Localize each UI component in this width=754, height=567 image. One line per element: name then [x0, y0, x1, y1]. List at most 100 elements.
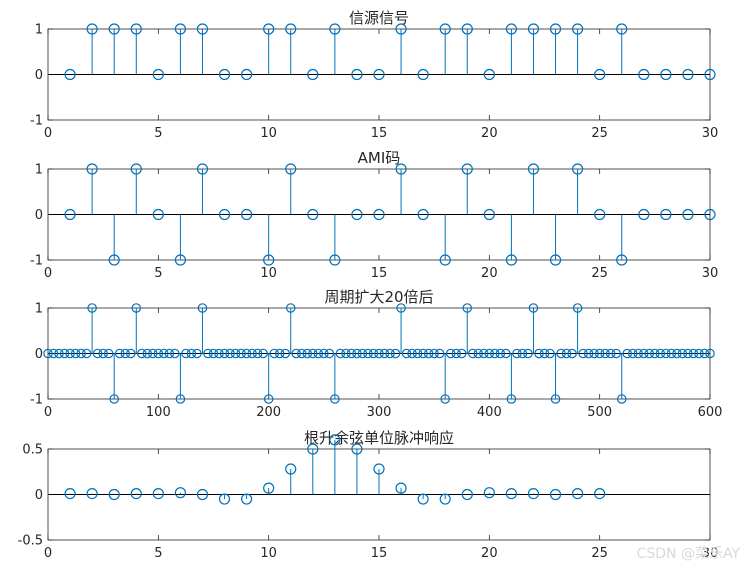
stem-marker [379, 348, 390, 359]
x-tick-label: 20 [481, 546, 498, 561]
x-tick-label: 10 [260, 126, 277, 141]
stem-marker [704, 68, 716, 81]
stem-marker [181, 348, 191, 359]
stem-marker [512, 348, 522, 359]
stem-marker [346, 348, 357, 359]
stem-marker [600, 348, 610, 359]
stem-marker [611, 348, 622, 359]
stem-marker [307, 68, 319, 81]
stem-marker [672, 348, 682, 359]
stem-marker [688, 348, 699, 359]
x-tick-label: 300 [367, 405, 392, 420]
stem-marker [439, 254, 451, 266]
stem-marker [473, 348, 484, 359]
stem-marker [64, 208, 76, 221]
stem-marker [120, 348, 131, 359]
y-tick-label: 0 [35, 347, 43, 362]
stem-marker [114, 348, 125, 359]
stem-marker [578, 348, 588, 359]
stem-marker [197, 303, 208, 313]
stem-marker [505, 23, 517, 35]
stem-marker [329, 23, 341, 35]
stem-marker [571, 23, 584, 35]
stem-marker [483, 208, 495, 221]
stem-marker [65, 348, 75, 359]
stem-marker [302, 348, 313, 359]
x-tick-label: 30 [702, 266, 719, 281]
stem-marker [445, 348, 456, 359]
stem-marker [490, 348, 500, 359]
stem-marker [109, 394, 119, 404]
subplot-title: 周期扩大20倍后 [324, 288, 433, 306]
stem-marker [70, 348, 81, 359]
stem-marker [451, 348, 462, 359]
stem-marker [461, 488, 473, 501]
stem-marker [682, 68, 694, 81]
stem-marker [483, 68, 495, 81]
stem-marker [280, 348, 291, 359]
stem-marker [407, 348, 417, 359]
x-tick-label: 0 [44, 126, 52, 141]
stem-marker [98, 348, 108, 359]
y-tick-label: 1 [35, 302, 43, 317]
x-tick-label: 15 [371, 266, 388, 281]
stem-marker [660, 208, 672, 221]
stem-marker [401, 348, 412, 359]
stem-marker [335, 348, 346, 359]
stem-marker [456, 348, 467, 359]
stem-marker [683, 348, 693, 359]
stem-marker [142, 348, 153, 359]
stem-marker [594, 208, 606, 221]
stem-marker [218, 68, 231, 81]
stem-marker [549, 23, 562, 35]
stem-marker [417, 493, 429, 505]
stem-marker [125, 348, 136, 359]
stem-marker [638, 68, 650, 81]
stem-marker [196, 23, 209, 35]
stem-marker [186, 348, 197, 359]
x-tick-label: 5 [154, 266, 162, 281]
stem-marker [103, 348, 114, 359]
stem-marker [130, 163, 142, 175]
x-tick-label: 20 [481, 126, 498, 141]
stem-marker [291, 348, 302, 359]
stem-marker [170, 348, 180, 359]
x-tick-label: 600 [698, 405, 723, 420]
stem-marker [130, 487, 142, 500]
stem-marker [164, 348, 175, 359]
stem-marker [285, 303, 296, 313]
stem-marker [461, 23, 473, 35]
stem-marker [108, 23, 120, 35]
stem-marker [439, 23, 451, 35]
stem-marker [153, 348, 164, 359]
stem-marker [274, 348, 285, 359]
stem-marker [395, 23, 407, 35]
stem-marker [704, 208, 716, 221]
stem-marker [545, 348, 555, 359]
stem-marker [307, 208, 319, 221]
stem-marker [131, 303, 142, 313]
stem-marker [285, 163, 297, 175]
x-tick-label: 10 [260, 266, 277, 281]
stem-marker [263, 394, 274, 404]
stem-marker [439, 493, 451, 505]
stem-marker [682, 208, 694, 221]
stem-marker [527, 487, 540, 500]
stem-marker [81, 348, 92, 359]
stem-marker [594, 487, 606, 500]
stem-marker [258, 348, 268, 359]
stem-marker [196, 163, 209, 175]
stem-marker [152, 68, 164, 81]
stem-marker [357, 348, 368, 359]
stem-marker [330, 394, 340, 404]
stem-marker [417, 208, 429, 221]
stem-marker [644, 348, 655, 359]
stem-marker [418, 348, 428, 359]
x-tick-label: 30 [702, 546, 719, 561]
stem-marker [329, 434, 341, 446]
stem-marker [373, 463, 385, 475]
stem-marker [241, 68, 253, 81]
stem-marker [86, 163, 98, 175]
stem-marker [313, 348, 324, 359]
stem-marker [461, 163, 473, 175]
